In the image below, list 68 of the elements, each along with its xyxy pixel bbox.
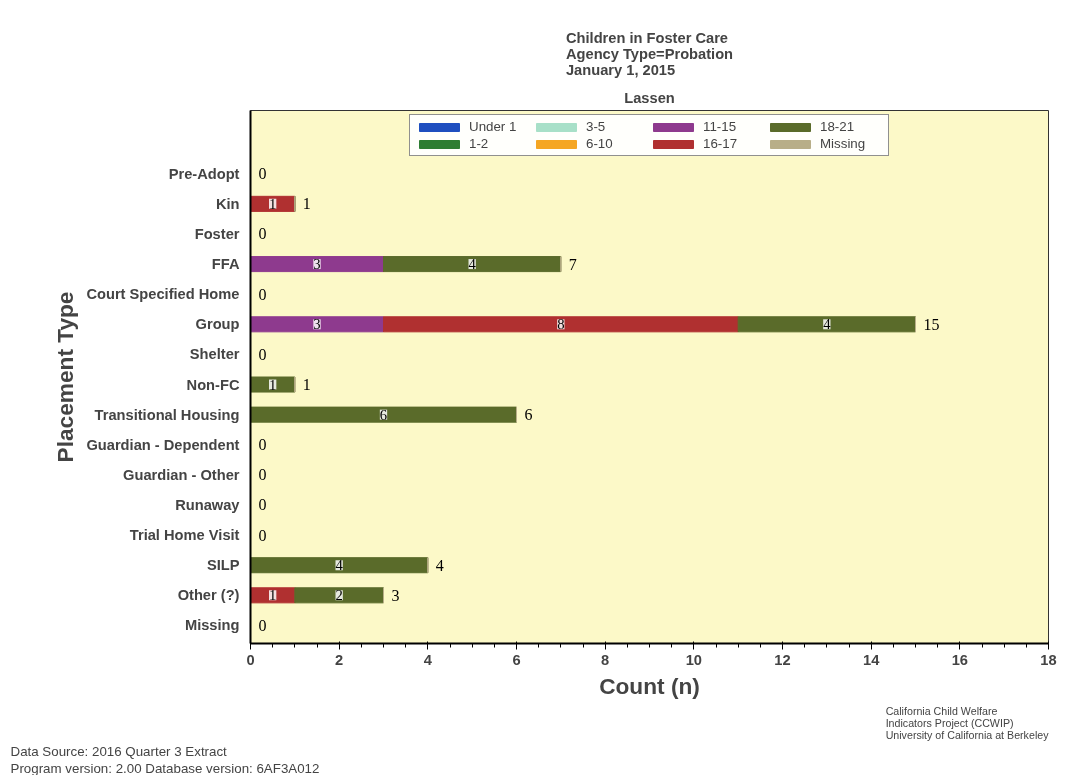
x-axis-title: Count (n) <box>599 672 700 699</box>
data-label: 8 <box>557 316 565 333</box>
data-label: 1 <box>269 195 277 212</box>
y-tick-label: Transitional Housing <box>94 406 240 423</box>
legend-label: 16-17 <box>703 136 739 151</box>
data-label: 1 <box>269 587 277 604</box>
x-tick-label: 0 <box>246 651 255 668</box>
total-label: 0 <box>258 466 267 484</box>
y-tick-label: Court Specified Home <box>86 286 240 303</box>
x-tick-label: 16 <box>951 651 968 668</box>
y-tick-label: FFA <box>211 256 240 273</box>
data-label: 4 <box>823 316 832 333</box>
legend-label: 1-2 <box>469 136 490 151</box>
total-label: 0 <box>258 165 267 183</box>
y-tick-label: Guardian - Dependent <box>86 436 240 453</box>
y-tick-label: Runaway <box>175 496 241 513</box>
legend-label: 6-10 <box>586 136 614 151</box>
x-tick-label: 10 <box>685 651 702 668</box>
text: Program version: 2.00 Database version: 6AF3A012 <box>10 760 320 776</box>
total-label: 7 <box>568 255 577 273</box>
data-label: 4 <box>335 557 344 574</box>
y-tick-label: Kin <box>215 195 240 212</box>
y-tick-label: Guardian - Other <box>123 466 240 483</box>
legend-label: 11-15 <box>703 119 738 134</box>
y-tick-label: Group <box>195 316 240 333</box>
data-label: 6 <box>379 406 388 423</box>
x-tick-label: 4 <box>423 651 433 668</box>
y-tick-label: Foster <box>194 225 240 242</box>
total-label: 0 <box>258 526 267 544</box>
total-label: 6 <box>524 406 533 424</box>
legend-label: 18-21 <box>820 119 856 134</box>
x-tick-label: 6 <box>512 651 521 668</box>
data-label: 3 <box>313 256 321 273</box>
y-tick-label: Missing <box>184 617 240 634</box>
data-label: 2 <box>335 587 343 604</box>
y-tick-label: Non-FC <box>186 376 240 393</box>
total-label: 3 <box>391 586 400 604</box>
total-label: 0 <box>258 436 267 454</box>
y-tick-label: Pre-Adopt <box>168 165 240 182</box>
y-tick-label: Shelter <box>189 346 240 363</box>
y-tick-label: Trial Home Visit <box>129 527 240 544</box>
y-tick-label: Other (?) <box>177 587 240 604</box>
x-tick-label: 8 <box>601 651 610 668</box>
total-label: 4 <box>435 556 444 574</box>
x-tick-label: 14 <box>863 651 881 668</box>
legend-label: Missing <box>820 136 867 151</box>
total-label: 0 <box>258 285 267 303</box>
total-label: 0 <box>258 496 267 514</box>
total-label: 1 <box>302 195 311 213</box>
total-label: 1 <box>302 376 311 394</box>
chart-title: Children in Foster Care Agency Type=Probation January 1, 2015 <box>565 29 734 78</box>
total-label: 0 <box>258 225 267 243</box>
data-label: 4 <box>468 256 477 273</box>
data-label: 1 <box>269 376 277 393</box>
legend-label: 3-5 <box>586 119 607 134</box>
y-axis-title: Placement Type <box>52 291 79 463</box>
chart-subtitle: Lassen <box>624 89 675 106</box>
y-tick-label: SILP <box>206 557 240 574</box>
x-tick-label: 12 <box>774 651 791 668</box>
text: California Child Welfare Indicators Project (CCWIP) University of California at Berkeley <box>885 704 1050 741</box>
total-label: 0 <box>258 345 267 363</box>
x-tick-label: 2 <box>335 651 344 668</box>
source-note: Data Source: 2016 Quarter 3 Extract <box>10 743 228 759</box>
data-label: 3 <box>313 316 321 333</box>
x-tick-label: 18 <box>1040 651 1057 668</box>
total-label: 15 <box>923 315 940 333</box>
legend-label: Under 1 <box>469 119 518 134</box>
total-label: 0 <box>258 616 267 634</box>
